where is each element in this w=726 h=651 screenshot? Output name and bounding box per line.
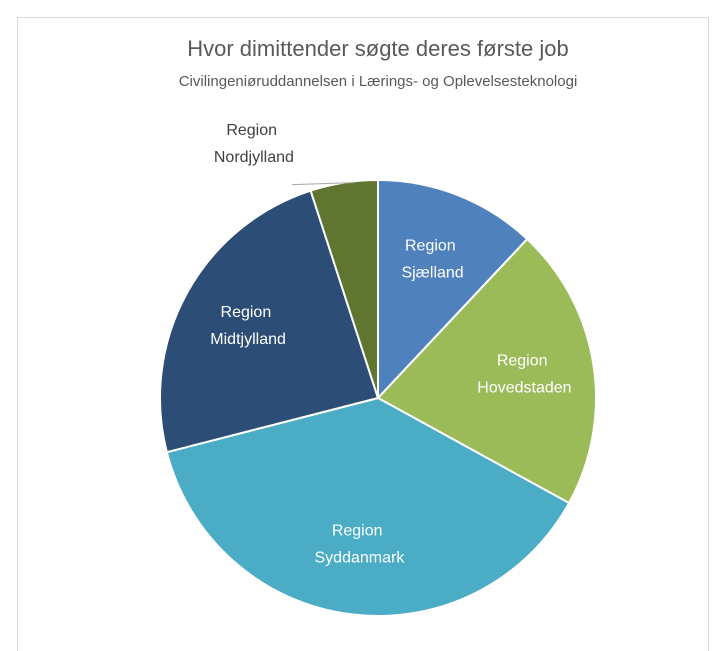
chart-subtitle: Civilingeniøruddannelsen i Lærings- og O… xyxy=(179,73,578,90)
pie-slice xyxy=(159,189,380,454)
data-label: Region Nordjylland xyxy=(214,122,294,166)
pie-slice xyxy=(376,237,597,505)
leader-line xyxy=(291,182,354,186)
data-label: Region Sjælland xyxy=(401,238,463,282)
data-label: Region Midtjylland xyxy=(210,304,286,348)
pie-slice xyxy=(377,178,529,401)
pie-slice xyxy=(165,396,571,617)
data-label: Region Hovedstaden xyxy=(477,353,571,397)
data-label: Region Syddanmark xyxy=(315,523,406,567)
chart-title: Hvor dimittender søgte deres første job xyxy=(187,36,568,61)
